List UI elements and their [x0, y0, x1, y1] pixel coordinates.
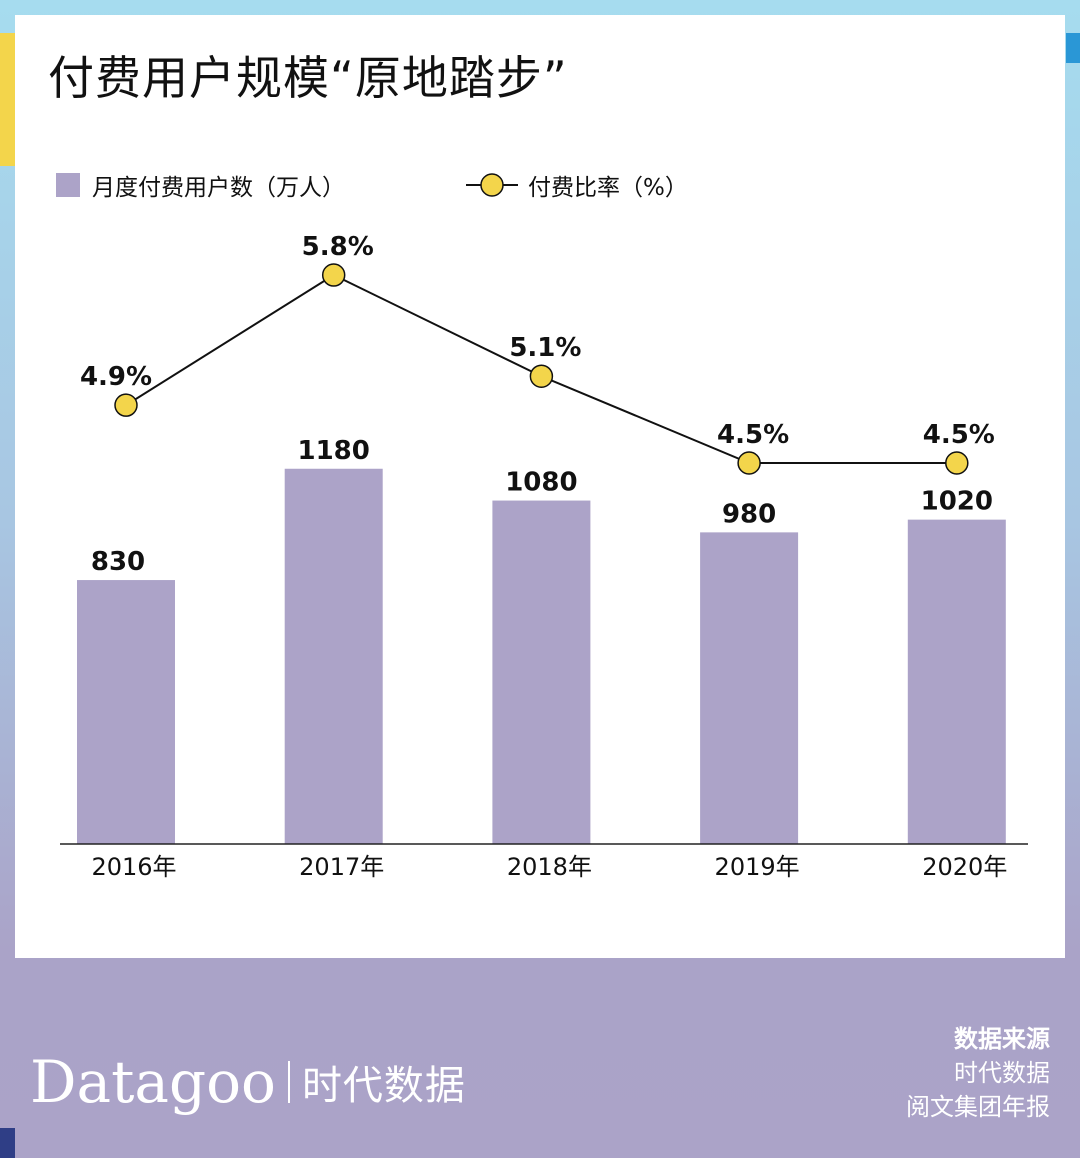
rate-point: [321, 263, 346, 287]
x-tick-label: 2020年: [922, 853, 1007, 881]
bar-value-label: 830: [91, 547, 145, 577]
logo-divider: [287, 1061, 290, 1103]
data-source: 数据来源 时代数据 阅文集团年报: [906, 1022, 1050, 1124]
bar: [907, 519, 1006, 844]
legend-bars: 月度付费用户数（万人）: [56, 168, 345, 202]
x-tick-label: 2017年: [299, 853, 384, 881]
bar: [77, 580, 175, 844]
bar-value-label: 1080: [505, 468, 577, 498]
logo-text-cn: 时代数据: [301, 1063, 466, 1109]
datagoo-logo: Datagoo 时代数据: [30, 1048, 466, 1116]
rate-value-label: 5.8%: [302, 232, 374, 262]
x-tick-label: 2019年: [715, 853, 800, 881]
rate-value-label: 4.9%: [80, 362, 152, 392]
rate-value-label: 4.5%: [717, 420, 789, 450]
legend-line: 付费比率（%）: [466, 168, 688, 202]
legend-line-label: 付费比率（%）: [528, 175, 688, 201]
bar-value-label: 980: [722, 499, 776, 529]
bar: [492, 500, 591, 844]
yellow-accent-strip: [0, 33, 15, 166]
logo-text-en: Datagoo: [30, 1048, 276, 1116]
bar: [284, 468, 383, 844]
bar-value-label: 1020: [921, 487, 993, 517]
rate-point: [114, 393, 138, 417]
x-tick-label: 2018年: [507, 853, 592, 881]
rate-point: [529, 364, 554, 388]
blue-accent-strip: [1066, 33, 1080, 63]
navy-accent-strip: [0, 1128, 15, 1158]
rate-point: [945, 451, 969, 475]
bar-value-label: 1180: [298, 436, 370, 466]
legend-bars-label: 月度付费用户数（万人）: [92, 175, 345, 201]
rate-value-label: 5.1%: [509, 333, 581, 363]
x-tick-label: 2016年: [91, 853, 176, 881]
source-line: 阅文集团年报: [906, 1093, 1050, 1121]
bar: [700, 532, 799, 844]
rate-point: [737, 451, 761, 475]
legend-line-marker-icon: [466, 173, 518, 197]
rate-value-label: 4.5%: [923, 420, 995, 450]
source-heading: 数据来源: [954, 1025, 1050, 1053]
legend-bar-swatch: [56, 173, 80, 197]
chart-title: 付费用户规模“原地踏步”: [48, 51, 568, 105]
source-line: 时代数据: [954, 1059, 1050, 1087]
